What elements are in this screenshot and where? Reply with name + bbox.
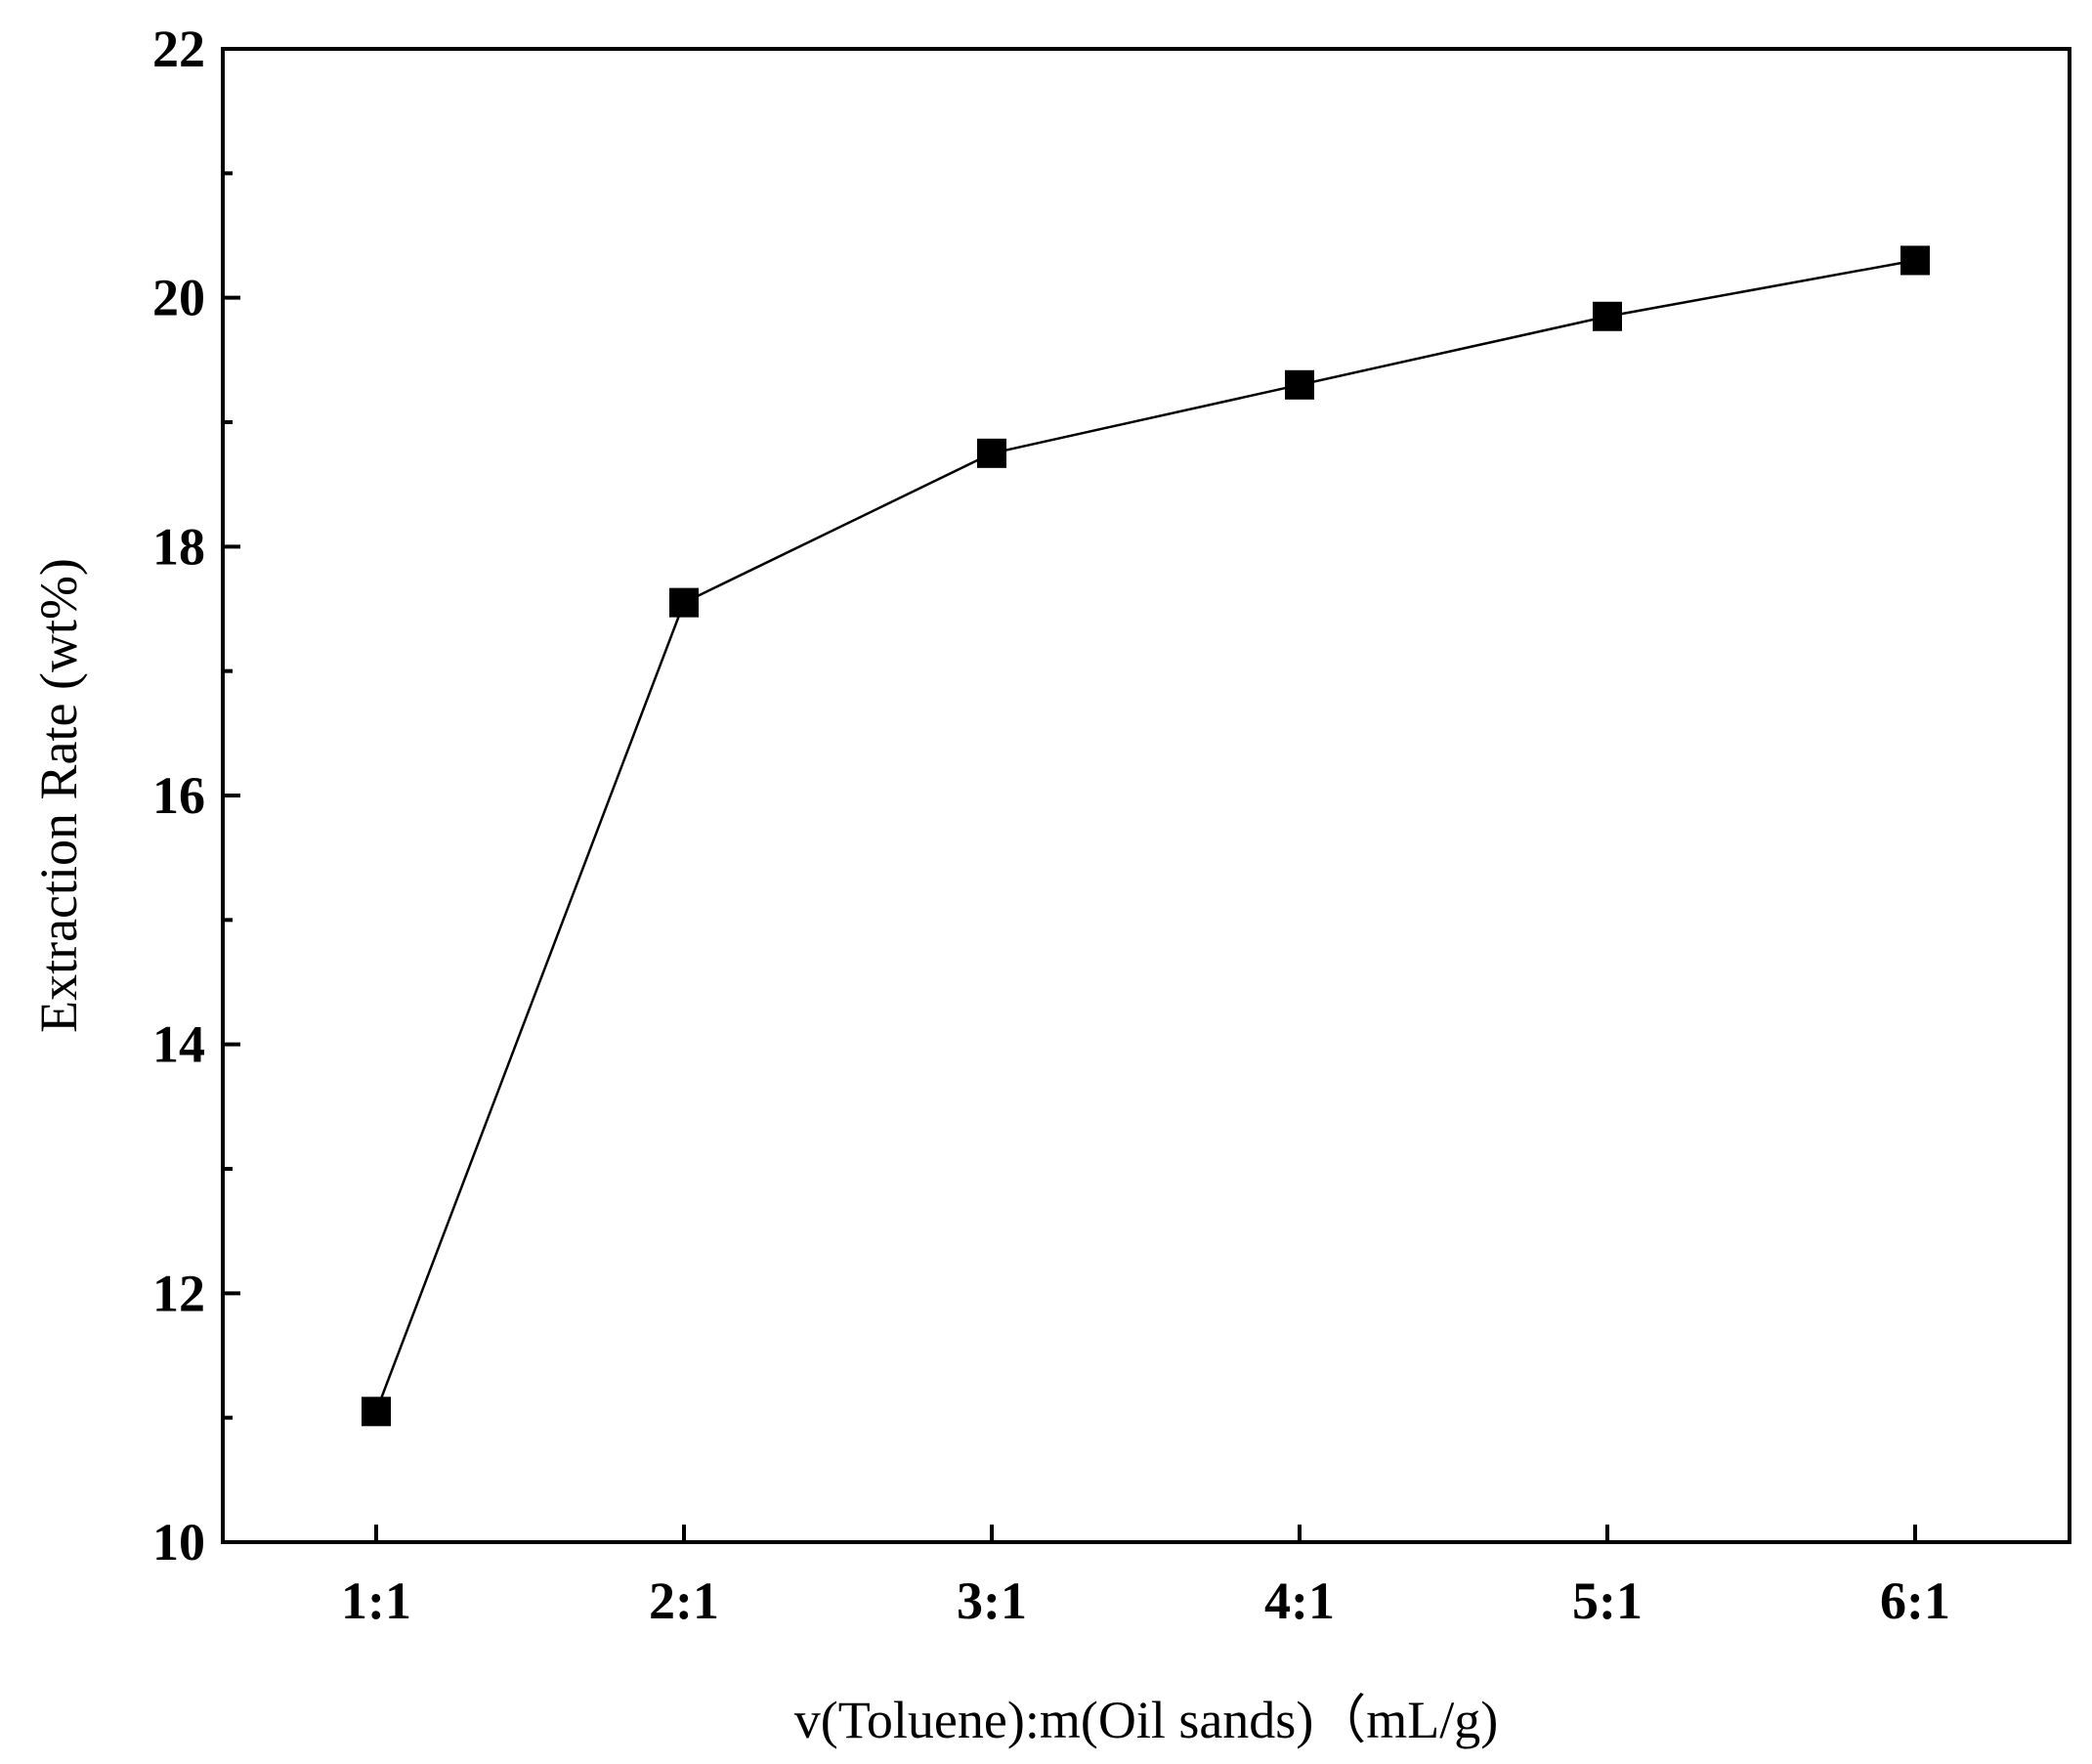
plot-frame [221,47,2071,1544]
data-point-marker [669,587,699,618]
x-tick-label: 3:1 [957,1571,1027,1630]
x-axis-tick-labels: 1:1 2:1 3:1 4:1 5:1 6:1 [341,1571,1950,1630]
y-axis-title: Extraction Rate (wt%) [29,558,88,1033]
y-axis-ticks [223,47,240,1544]
y-tick-label: 22 [152,20,205,78]
data-point-marker [362,1397,391,1427]
x-tick-label: 6:1 [1880,1571,1950,1630]
series-line [374,259,1916,1412]
y-tick-label: 12 [152,1264,205,1322]
x-axis-title: v(Toluene):m(Oil sands)（mL/g) [794,1691,1499,1749]
data-point-marker [977,438,1006,468]
y-tick-label: 20 [152,269,205,327]
x-tick-label: 5:1 [1572,1571,1643,1630]
data-point-marker [1285,369,1314,400]
y-axis-tick-labels: 10 12 14 16 18 20 22 [152,20,205,1571]
x-tick-label: 1:1 [341,1571,411,1630]
y-tick-label: 18 [152,517,205,576]
x-tick-label: 2:1 [649,1571,719,1630]
y-tick-label: 14 [152,1015,205,1074]
y-tick-label: 16 [152,766,205,825]
data-point-marker [1593,301,1622,331]
x-axis-ticks [374,1525,1917,1542]
x-tick-label: 4:1 [1264,1571,1335,1630]
y-tick-label: 10 [152,1513,205,1571]
data-series [362,245,1930,1427]
data-point-marker [1900,245,1930,276]
